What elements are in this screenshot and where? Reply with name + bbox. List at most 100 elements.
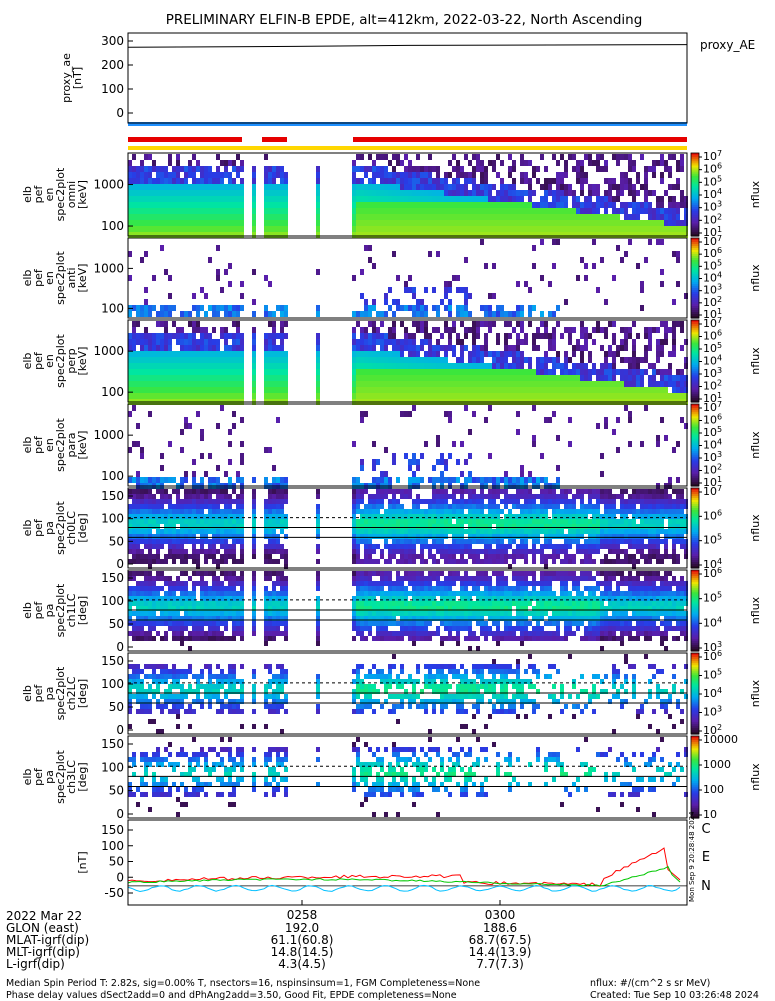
- heat-cell: [524, 226, 528, 232]
- heat-cell: [632, 363, 636, 369]
- heat-cell: [492, 489, 496, 494]
- heat-cell: [384, 166, 388, 172]
- heat-cell: [204, 184, 208, 190]
- heat-cell: [364, 208, 368, 214]
- heat-cell: [584, 220, 588, 226]
- heat-cell: [652, 214, 656, 220]
- heat-cell: [424, 534, 428, 539]
- heat-cell: [668, 184, 672, 190]
- heat-cell: [436, 393, 440, 399]
- heat-cell: [372, 369, 376, 375]
- heat-cell: [520, 489, 524, 494]
- heat-cell: [576, 524, 580, 529]
- heat-cell: [412, 504, 416, 509]
- heat-cell: [240, 160, 244, 166]
- heat-cell: [472, 178, 476, 184]
- heat-cell: [592, 363, 596, 369]
- heat-cell: [540, 202, 544, 208]
- heat-cell: [384, 214, 388, 220]
- heat-cell: [652, 160, 656, 166]
- heat-cell: [528, 524, 532, 529]
- heat-cell: [600, 257, 604, 263]
- heat-cell: [140, 166, 144, 172]
- heat-cell: [452, 196, 456, 202]
- heat-cell: [372, 375, 376, 381]
- heat-cell: [272, 339, 276, 345]
- heat-cell: [284, 178, 288, 184]
- heat-cell: [164, 166, 168, 172]
- heat-cell: [496, 539, 500, 544]
- heat-cell: [596, 393, 600, 399]
- heat-cell: [272, 214, 276, 220]
- heat-cell: [216, 357, 220, 363]
- heat-cell: [420, 477, 424, 483]
- heat-cell: [432, 208, 436, 214]
- heat-cell: [252, 539, 256, 544]
- heat-cell: [380, 514, 384, 519]
- heat-cell: [532, 514, 536, 519]
- heat-cell: [176, 333, 180, 339]
- heat-cell: [464, 519, 468, 524]
- heat-cell: [180, 190, 184, 196]
- heat-cell: [488, 539, 492, 544]
- heat-cell: [280, 494, 284, 499]
- heat-cell: [200, 226, 204, 232]
- heat-cell: [440, 549, 444, 554]
- heat-cell: [420, 184, 424, 190]
- heat-cell: [660, 202, 664, 208]
- heat-cell: [240, 453, 244, 459]
- heat-cell: [584, 539, 588, 544]
- heat-cell: [168, 196, 172, 202]
- heat-cell: [492, 375, 496, 381]
- heat-cell: [448, 393, 452, 399]
- heat-cell: [508, 232, 512, 238]
- heat-cell: [524, 524, 528, 529]
- heat-cell: [392, 232, 396, 238]
- heat-cell: [316, 214, 320, 220]
- heat-cell: [156, 208, 160, 214]
- heat-cell: [188, 345, 192, 351]
- heat-cell: [364, 539, 368, 544]
- heat-cell: [384, 351, 388, 357]
- heat-cell: [648, 529, 652, 534]
- heat-cell: [376, 369, 380, 375]
- heat-cell: [532, 499, 536, 504]
- heat-cell: [404, 375, 408, 381]
- heat-cell: [240, 441, 244, 447]
- heat-cell: [572, 559, 576, 564]
- heat-cell: [376, 459, 380, 465]
- heat-cell: [416, 196, 420, 202]
- heat-cell: [196, 345, 200, 351]
- heat-cell: [136, 504, 140, 509]
- heat-cell: [436, 311, 440, 317]
- heat-cell: [524, 504, 528, 509]
- heat-cell: [648, 534, 652, 539]
- heat-cell: [376, 190, 380, 196]
- heat-cell: [592, 539, 596, 544]
- heat-cell: [532, 190, 536, 196]
- heat-cell: [656, 196, 660, 202]
- heat-cell: [644, 345, 648, 351]
- heat-cell: [484, 559, 488, 564]
- heat-cell: [648, 514, 652, 519]
- heat-cell: [448, 184, 452, 190]
- heat-cell: [512, 166, 516, 172]
- heat-cell: [384, 184, 388, 190]
- heat-cell: [496, 196, 500, 202]
- heat-cell: [628, 381, 632, 387]
- heat-cell: [164, 375, 168, 381]
- heat-cell: [276, 305, 280, 311]
- heat-cell: [560, 363, 564, 369]
- heat-cell: [280, 529, 284, 534]
- heat-cell: [360, 369, 364, 375]
- heat-cell: [364, 509, 368, 514]
- heat-cell: [676, 441, 680, 447]
- heat-cell: [412, 393, 416, 399]
- heat-cell: [648, 519, 652, 524]
- heat-cell: [512, 208, 516, 214]
- heat-cell: [220, 554, 224, 559]
- heat-cell: [492, 226, 496, 232]
- y-axis-label-line: [keV]: [76, 264, 89, 293]
- heat-cell: [280, 333, 284, 339]
- heat-cell: [644, 489, 648, 494]
